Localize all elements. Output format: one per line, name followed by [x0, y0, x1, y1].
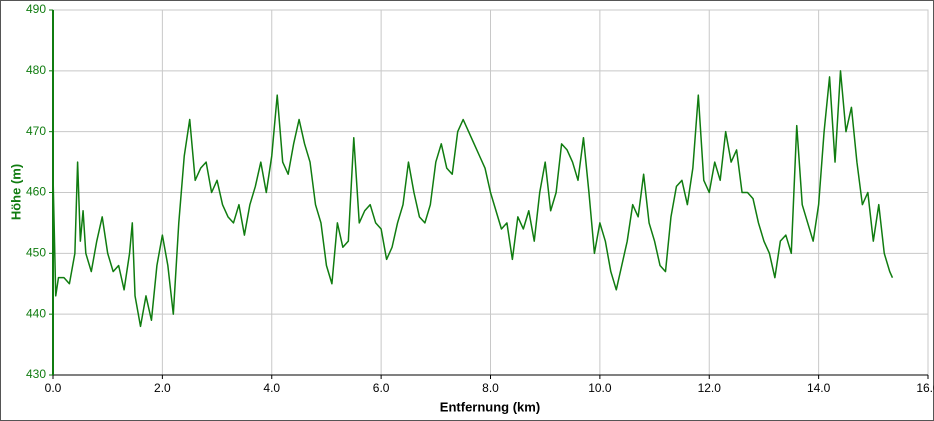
x-axis-label: Entfernung (km)	[440, 399, 540, 414]
y-tick-label: 470	[26, 124, 46, 138]
y-tick-label: 460	[26, 185, 46, 199]
y-tick-label: 490	[26, 2, 46, 16]
y-tick-label: 430	[26, 367, 46, 381]
y-tick-label: 480	[26, 63, 46, 77]
x-tick-label: 10.0	[588, 381, 612, 395]
y-axis-label: Höhe (m)	[8, 164, 23, 220]
x-tick-label: 14.0	[807, 381, 831, 395]
x-tick-label: 4.0	[263, 381, 280, 395]
elevation-line	[52, 70, 894, 328]
x-tick-label: 12.0	[698, 381, 722, 395]
x-tick-label: 8.0	[482, 381, 499, 395]
y-tick-label: 440	[26, 306, 46, 320]
x-tick-label: 0.0	[45, 381, 62, 395]
y-tick-label: 450	[26, 246, 46, 260]
x-tick-label: 16.0	[916, 381, 934, 395]
x-tick-label: 2.0	[154, 381, 171, 395]
x-tick-label: 6.0	[373, 381, 390, 395]
